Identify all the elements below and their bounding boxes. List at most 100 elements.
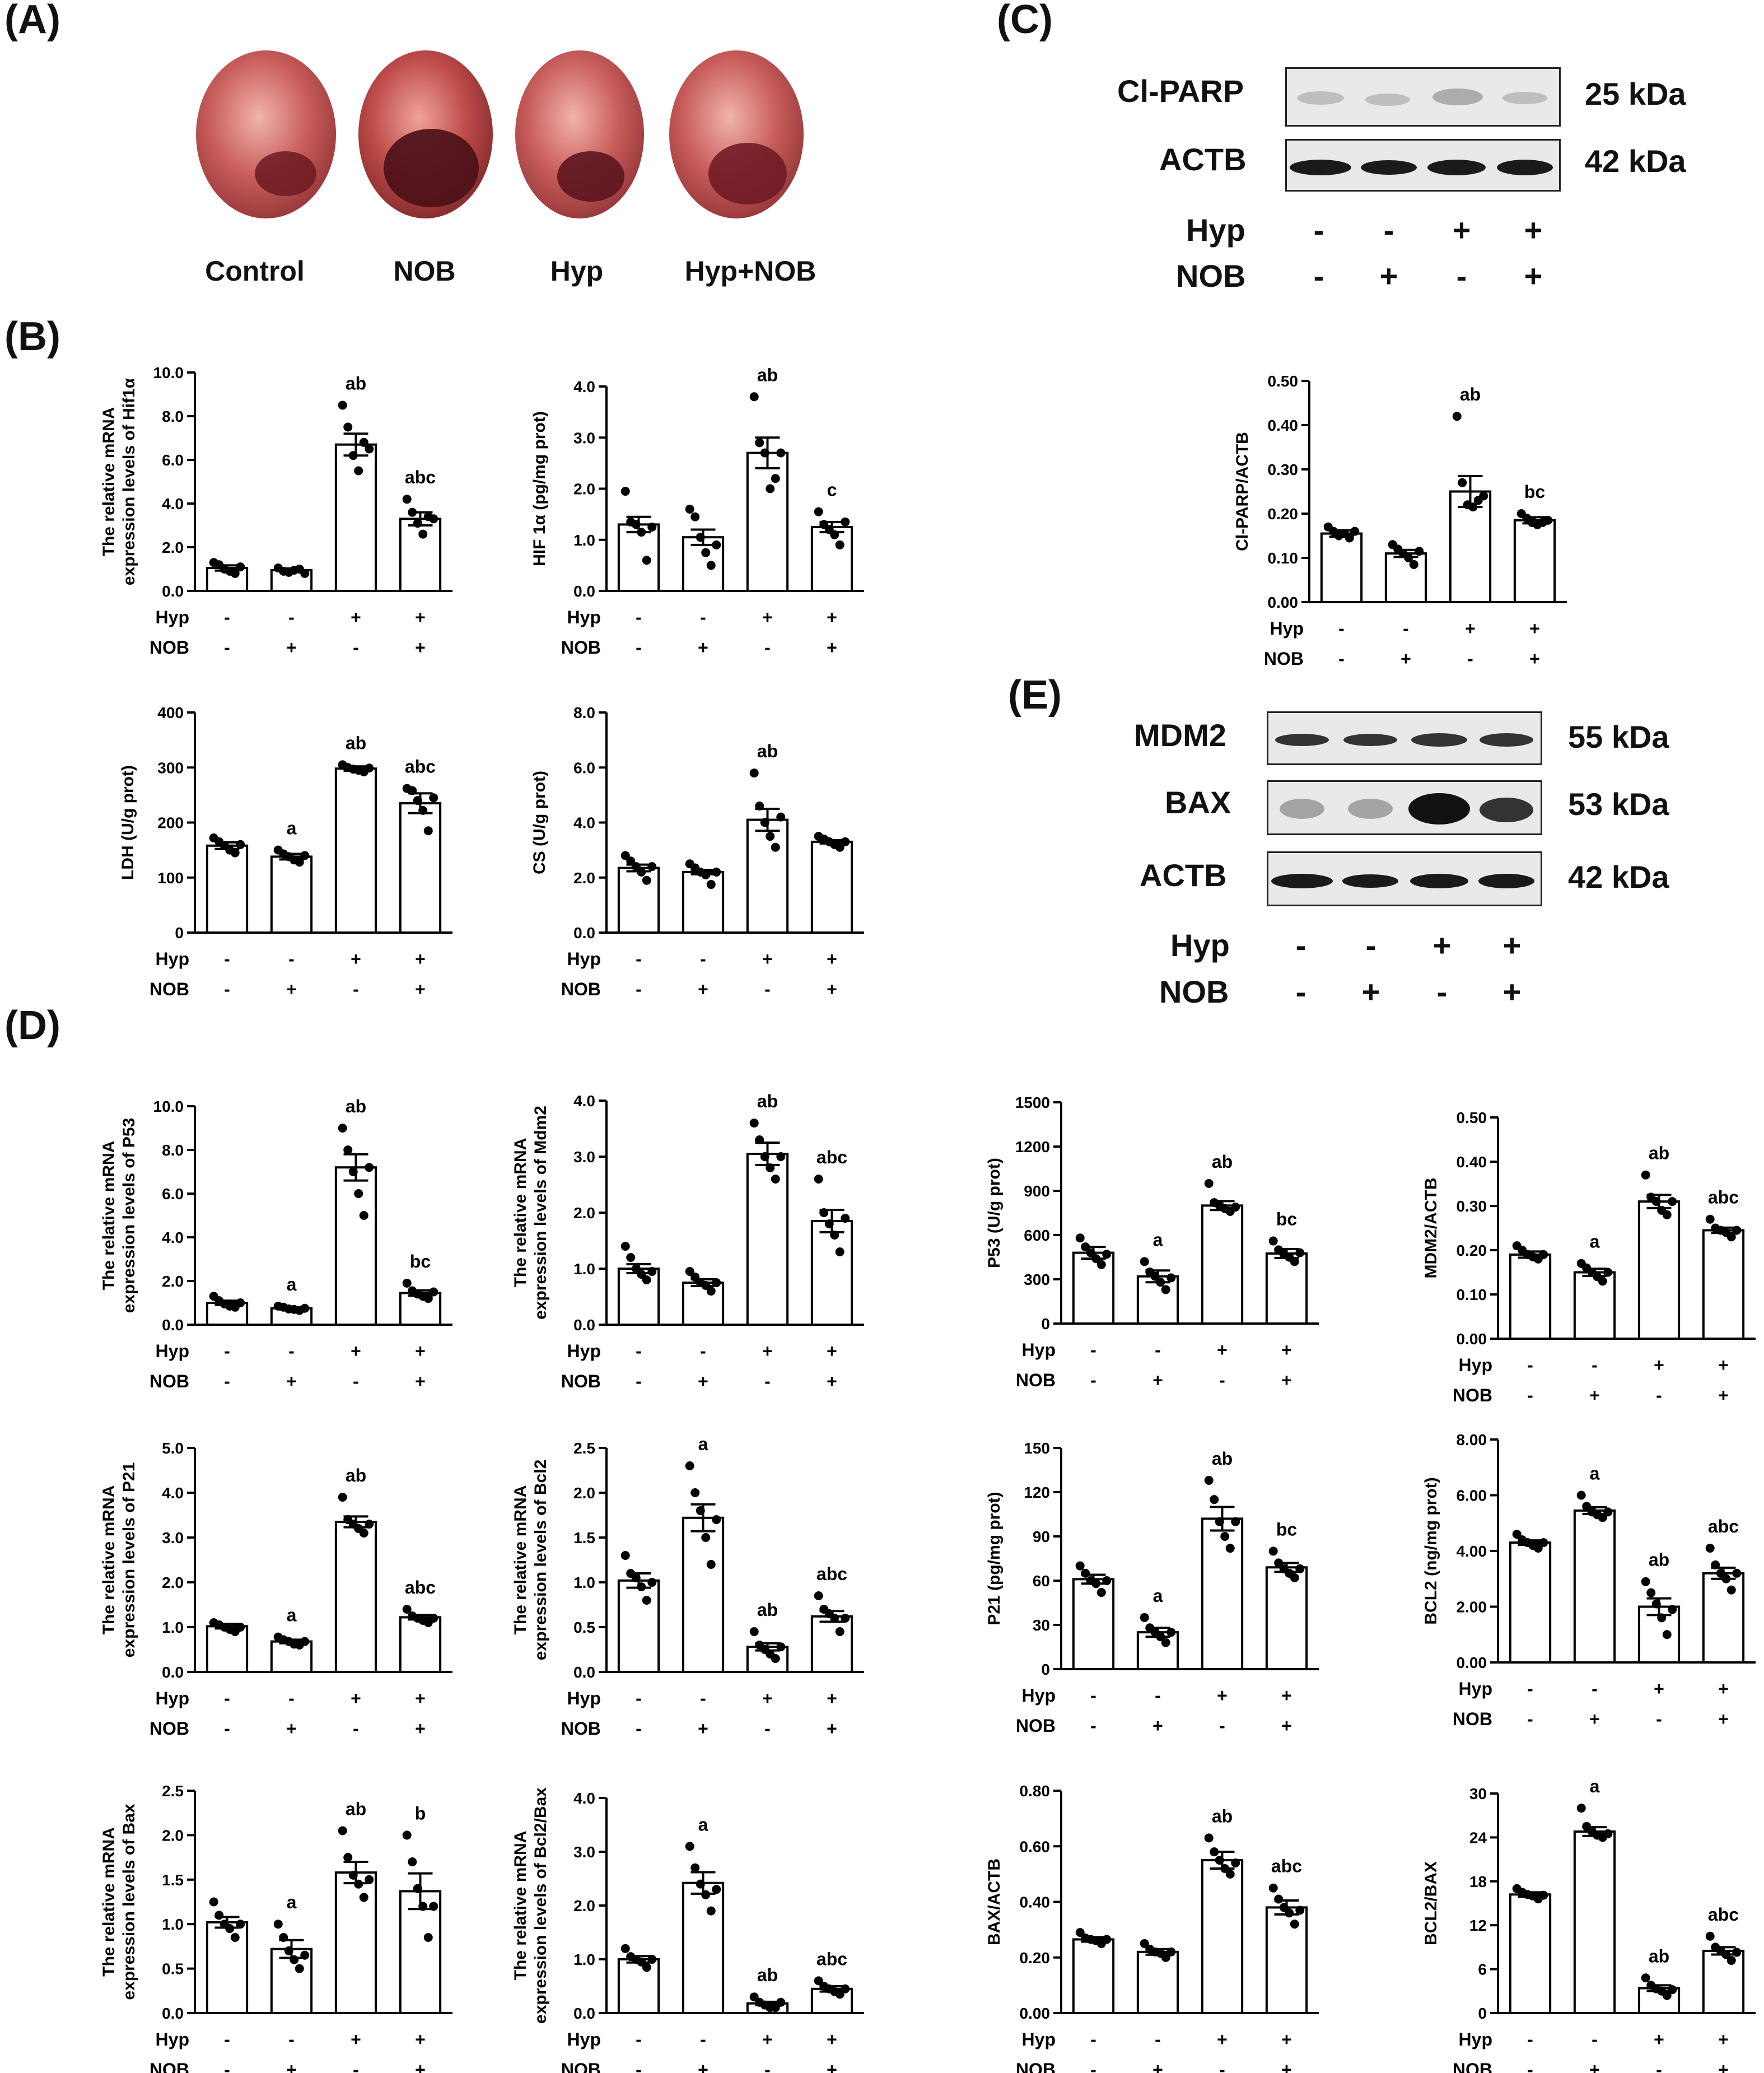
chart-cs: 0.0 2.0 4.0 6.0 8.0 CS (U/g prot) ab Hyp - - + + NOB… xyxy=(530,704,864,999)
data-point xyxy=(1225,1544,1235,1553)
data-point xyxy=(771,474,780,483)
data-point xyxy=(620,487,630,496)
x-row-sign: - xyxy=(1090,1340,1096,1360)
blot-c-nob-sign-1: - xyxy=(1313,258,1324,294)
bar-NOB xyxy=(1573,1271,1616,1340)
data-point xyxy=(1204,1833,1214,1843)
y-tick-label: 8.0 xyxy=(162,1142,184,1159)
data-point xyxy=(685,1461,694,1470)
data-point xyxy=(1295,1248,1305,1257)
data-point xyxy=(1268,1883,1278,1893)
x-row-sign: - xyxy=(1527,1355,1533,1375)
embryo-hyp-nob xyxy=(669,50,804,218)
data-point xyxy=(230,848,240,858)
bar-Hyp+NOB xyxy=(1702,1229,1745,1340)
x-row-sign: + xyxy=(1718,1385,1729,1405)
y-tick-label: 0.0 xyxy=(573,1664,595,1681)
x-row-sign: - xyxy=(224,637,230,658)
x-row-label: Hyp xyxy=(1459,1679,1492,1699)
chart-clparp_actb: 0.00 0.10 0.20 0.30 0.40 0.50 Cl-PARP/ACTB ab bc… xyxy=(1233,372,1567,669)
data-point xyxy=(1668,1197,1677,1206)
x-row-label: Hyp xyxy=(567,949,601,969)
data-point xyxy=(300,1637,310,1646)
bar-Control xyxy=(617,867,660,934)
x-row-sign: + xyxy=(827,979,837,999)
x-row-sign: - xyxy=(700,2029,706,2049)
data-point xyxy=(338,1826,347,1836)
data-point xyxy=(1096,1260,1106,1269)
panel-letter-d: (D) xyxy=(4,1003,60,1048)
data-point xyxy=(273,1920,283,1929)
y-tick-label: 0.80 xyxy=(1020,1782,1051,1800)
x-row-sign: - xyxy=(288,1688,295,1708)
y-tick-label: 3.0 xyxy=(573,1843,595,1861)
x-row-label: Hyp xyxy=(1022,2029,1056,2049)
x-row-sign: + xyxy=(827,637,837,658)
data-point xyxy=(1705,1544,1715,1553)
y-tick-label: 4.0 xyxy=(162,1229,184,1246)
x-row-sign: + xyxy=(415,1371,426,1391)
blot-c-label-clparp: Cl-PARP xyxy=(1117,73,1244,109)
y-axis-label: The relative mRNA xyxy=(100,1141,118,1291)
blot-e-hyp-sign-2: - xyxy=(1365,928,1376,963)
x-row-label: NOB xyxy=(1016,1716,1056,1736)
x-row-sign: - xyxy=(1527,1679,1533,1699)
x-row-sign: - xyxy=(1527,2029,1533,2049)
chart-p53_mrna: 0.0 2.0 4.0 6.0 8.0 10.0 The relative mRNA expr… xyxy=(100,1096,452,1391)
data-point xyxy=(706,1287,716,1296)
y-axis-label: expression levels of Hif1α xyxy=(120,378,138,585)
data-point xyxy=(766,832,775,841)
data-point xyxy=(1290,1257,1299,1266)
blot-c-row-nob: NOB xyxy=(1176,258,1246,294)
x-row-sign: - xyxy=(288,1341,295,1361)
bar-Control xyxy=(1320,532,1363,603)
significance-label: bc xyxy=(1276,1519,1297,1539)
x-row-sign: - xyxy=(353,1371,359,1391)
x-row-label: Hyp xyxy=(156,949,189,969)
data-point xyxy=(626,856,636,866)
chart-mdm2_actb: 0.00 0.10 0.20 0.30 0.40 0.50 MDM2/ACTB a ab abc H… xyxy=(1422,1109,1756,1405)
data-point xyxy=(429,514,438,524)
data-point xyxy=(1290,1573,1299,1582)
data-point xyxy=(1732,1568,1742,1578)
data-point xyxy=(354,466,363,476)
y-tick-label: 900 xyxy=(1024,1182,1050,1200)
data-point xyxy=(1268,1546,1278,1556)
x-row-sign: + xyxy=(1281,2029,1292,2049)
x-row-sign: + xyxy=(1654,1355,1664,1375)
x-row-sign: + xyxy=(762,607,773,627)
data-point xyxy=(1220,1532,1230,1541)
x-row-sign: - xyxy=(224,1371,230,1391)
data-point xyxy=(749,768,759,778)
data-point xyxy=(1210,1495,1219,1504)
x-row-sign: - xyxy=(636,1371,642,1391)
y-tick-label: 8.0 xyxy=(162,408,184,425)
data-point xyxy=(209,1897,218,1907)
significance-label: bc xyxy=(410,1251,431,1271)
significance-label: ab xyxy=(346,733,366,753)
y-axis-label: expression levels of P21 xyxy=(120,1462,138,1658)
embryo-nob xyxy=(358,50,493,218)
blot-e-nob-sign-2: + xyxy=(1361,974,1380,1009)
significance-label: a xyxy=(287,1892,297,1912)
data-point xyxy=(402,495,412,504)
x-row-sign: + xyxy=(827,1341,837,1361)
x-row-label: Hyp xyxy=(1459,2029,1492,2049)
y-tick-label: 100 xyxy=(157,869,184,887)
significance-label: c xyxy=(827,480,837,500)
x-row-sign: + xyxy=(415,949,426,969)
y-tick-label: 0.40 xyxy=(1268,417,1299,434)
y-tick-label: 6.0 xyxy=(573,759,595,776)
data-point xyxy=(1603,1507,1613,1517)
x-row-sign: + xyxy=(415,607,426,627)
significance-label: abc xyxy=(816,1949,847,1969)
x-row-sign: + xyxy=(698,2060,708,2073)
bar-Control xyxy=(1509,1541,1552,1664)
x-row-label: NOB xyxy=(1453,1709,1492,1729)
y-tick-label: 0 xyxy=(175,924,184,942)
data-point xyxy=(685,1842,694,1851)
y-tick-label: 1.5 xyxy=(162,1871,184,1889)
y-tick-label: 4.00 xyxy=(1457,1543,1487,1560)
y-tick-label: 6.0 xyxy=(162,1185,184,1203)
data-point xyxy=(1204,1475,1214,1485)
